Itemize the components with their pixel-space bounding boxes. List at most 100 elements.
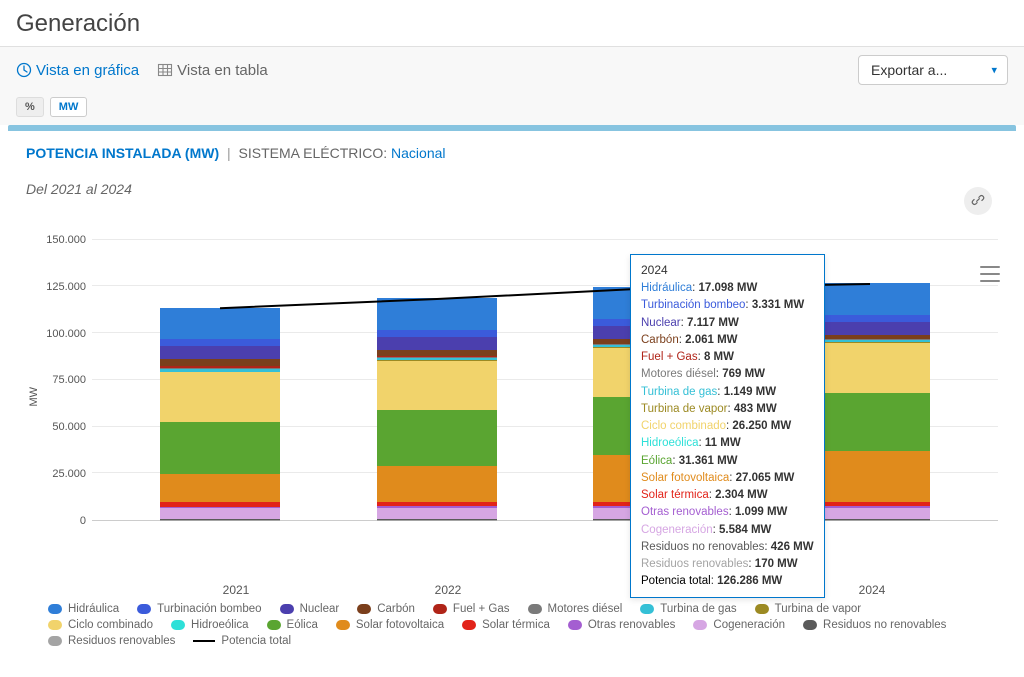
legend-swatch (171, 620, 185, 630)
bar-segment-ciclo_combinado (810, 343, 930, 392)
legend-item[interactable]: Carbón (357, 603, 415, 615)
legend-swatch (357, 604, 371, 614)
legend-label: Eólica (287, 619, 318, 631)
legend-label: Fuel + Gas (453, 603, 510, 615)
legend-label: Motores diésel (548, 603, 623, 615)
x-tick-label: 2022 (388, 583, 508, 597)
y-tick-label: 0 (80, 515, 86, 527)
legend-item[interactable]: Solar fotovoltaica (336, 619, 444, 631)
bar-segment-nuclear (810, 322, 930, 335)
bar-segment-cogeneracion (810, 508, 930, 518)
bar-segment-carbon (160, 359, 280, 366)
legend-swatch (803, 620, 817, 630)
legend-swatch (568, 620, 582, 630)
bar-segment-nuclear (377, 337, 497, 350)
legend-item[interactable]: Turbina de gas (640, 603, 736, 615)
y-tick-label: 125.000 (46, 281, 86, 293)
legend-swatch (336, 620, 350, 630)
bar-segment-eolica (160, 422, 280, 475)
bar-segment-solar_fv (160, 474, 280, 502)
bar-segment-hidraulica (810, 283, 930, 315)
tooltip-row: Nuclear: 7.117 MW (641, 315, 814, 332)
legend-item[interactable]: Solar térmica (462, 619, 550, 631)
legend-item[interactable]: Nuclear (280, 603, 340, 615)
bar-column[interactable] (810, 221, 930, 520)
legend-item[interactable]: Turbinación bombeo (137, 603, 261, 615)
bar-column[interactable] (377, 221, 497, 520)
legend-item[interactable]: Turbina de vapor (755, 603, 862, 615)
legend-swatch (267, 620, 281, 630)
tooltip-row: Solar fotovoltaica: 27.065 MW (641, 470, 814, 487)
unit-mw-button[interactable]: MW (50, 97, 88, 117)
tooltip-row: Turbina de gas: 1.149 MW (641, 384, 814, 401)
legend-item[interactable]: Residuos no renovables (803, 619, 946, 631)
tooltip-row: Hidráulica: 17.098 MW (641, 280, 814, 297)
export-dropdown[interactable]: Exportar a... ▾ (858, 55, 1008, 85)
bar-segment-cogeneracion (160, 508, 280, 519)
view-chart-toggle[interactable]: Vista en gráfica (16, 62, 139, 79)
legend-item[interactable]: Fuel + Gas (433, 603, 510, 615)
legend-item-total[interactable]: Potencia total (193, 635, 291, 647)
y-tick-label: 150.000 (46, 234, 86, 246)
legend-item[interactable]: Motores diésel (528, 603, 623, 615)
legend-label: Turbina de gas (660, 603, 736, 615)
view-table-toggle[interactable]: Vista en tabla (157, 62, 268, 79)
legend-swatch (137, 604, 151, 614)
bar-segment-ciclo_combinado (160, 372, 280, 421)
legend-swatch (48, 604, 62, 614)
y-tick-label: 50.000 (52, 421, 86, 433)
x-tick-label: 2021 (176, 583, 296, 597)
chart-title: POTENCIA INSTALADA (MW) | SISTEMA ELÉCTR… (26, 145, 998, 161)
chart-menu-button[interactable] (980, 266, 1000, 282)
legend-label: Hidráulica (68, 603, 119, 615)
legend-item[interactable]: Hidráulica (48, 603, 119, 615)
legend-label: Potencia total (221, 635, 291, 647)
tooltip-row: Potencia total: 126.286 MW (641, 573, 814, 590)
clock-chart-icon (16, 62, 32, 78)
legend-label: Turbinación bombeo (157, 603, 261, 615)
chart-tooltip: 2024Hidráulica: 17.098 MWTurbinación bom… (630, 254, 825, 598)
tooltip-row: Residuos renovables: 170 MW (641, 556, 814, 573)
y-axis-label: MW (26, 387, 40, 407)
bar-segment-hidraulica (377, 298, 497, 330)
bar-segment-eolica (377, 410, 497, 465)
legend-item[interactable]: Ciclo combinado (48, 619, 153, 631)
bar-segment-solar_fv (810, 451, 930, 502)
bar-segment-solar_fv (377, 466, 497, 503)
tooltip-row: Eólica: 31.361 MW (641, 453, 814, 470)
page-root: Generación Vista en gráfica Vista en tab… (0, 0, 1024, 677)
legend-label: Residuos renovables (68, 635, 175, 647)
legend-swatch (48, 620, 62, 630)
tooltip-row: Hidroeólica: 11 MW (641, 435, 814, 452)
bar-segment-eolica (810, 393, 930, 452)
legend-label: Nuclear (300, 603, 340, 615)
tooltip-row: Otras renovables: 1.099 MW (641, 504, 814, 521)
tooltip-row: Cogeneración: 5.584 MW (641, 522, 814, 539)
tooltip-row: Ciclo combinado: 26.250 MW (641, 418, 814, 435)
x-axis-labels: 2021202220232024 (110, 577, 998, 597)
chart-panel: POTENCIA INSTALADA (MW) | SISTEMA ELÉCTR… (8, 131, 1016, 657)
unit-toggle-group: % MW (0, 93, 1024, 125)
legend-swatch (280, 604, 294, 614)
unit-percent-button[interactable]: % (16, 97, 44, 117)
bar-column[interactable] (160, 221, 280, 520)
plot-area[interactable] (92, 221, 998, 521)
legend-item[interactable]: Hidroeólica (171, 619, 249, 631)
legend-swatch (48, 636, 62, 646)
chevron-down-icon: ▾ (991, 64, 997, 77)
legend-item[interactable]: Otras renovables (568, 619, 676, 631)
permalink-button[interactable] (964, 187, 992, 215)
chart-range-text: Del 2021 al 2024 (26, 181, 998, 197)
legend-item[interactable]: Cogeneración (693, 619, 785, 631)
view-chart-label: Vista en gráfica (36, 62, 139, 79)
tooltip-row: Residuos no renovables: 426 MW (641, 539, 814, 556)
view-table-label: Vista en tabla (177, 62, 268, 79)
bar-segment-hidraulica (160, 308, 280, 340)
bar-segment-nuclear (160, 346, 280, 359)
page-title: Generación (0, 0, 1024, 46)
legend-item[interactable]: Residuos renovables (48, 635, 175, 647)
legend-label: Solar térmica (482, 619, 550, 631)
legend-line-swatch (193, 640, 215, 642)
legend-item[interactable]: Eólica (267, 619, 318, 631)
chart-title-main: POTENCIA INSTALADA (MW) (26, 145, 219, 161)
